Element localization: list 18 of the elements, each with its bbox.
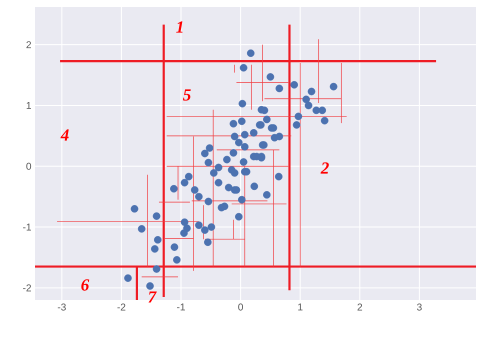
x-tick-label: 1 <box>298 304 302 310</box>
annotation: 7 <box>148 291 157 303</box>
annotation: 1 <box>176 21 183 33</box>
annotation: 5 <box>182 89 191 101</box>
y-tick-label: 2 <box>26 41 31 48</box>
x-tick-label: -3 <box>58 304 66 311</box>
x-tick-label: -1 <box>177 304 185 310</box>
x-tick-label: 0 <box>238 304 243 311</box>
y-tick-label: -1 <box>23 224 32 230</box>
y-tick-label: -2 <box>23 284 31 292</box>
x-tick-label: 3 <box>416 304 422 311</box>
annotation: 2 <box>320 162 329 174</box>
annotation: 4 <box>60 129 69 141</box>
y-tick-label: 0 <box>26 162 32 170</box>
y-tick-label: 1 <box>26 102 32 109</box>
annotation: 6 <box>81 279 90 291</box>
x-tick-label: -2 <box>117 304 126 310</box>
x-tick-label: 2 <box>358 304 362 310</box>
